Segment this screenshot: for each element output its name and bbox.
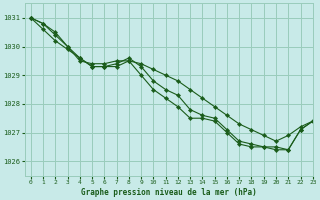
X-axis label: Graphe pression niveau de la mer (hPa): Graphe pression niveau de la mer (hPa)	[81, 188, 257, 197]
